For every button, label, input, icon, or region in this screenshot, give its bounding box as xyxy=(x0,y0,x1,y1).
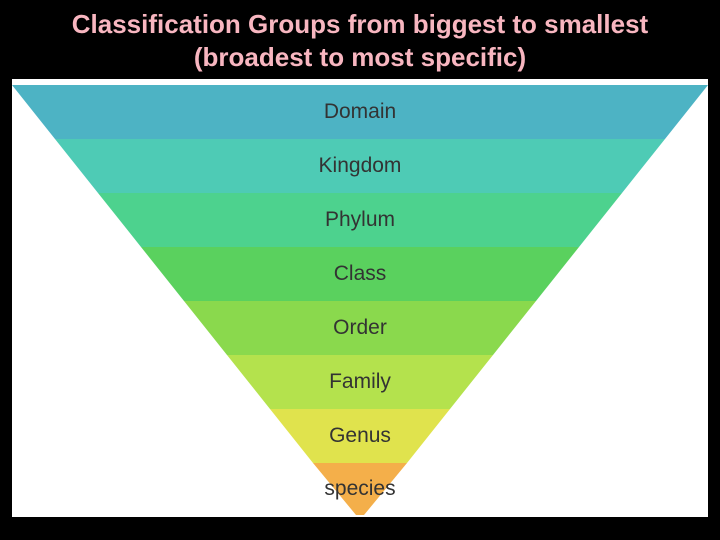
funnel-level-2: Phylum xyxy=(12,193,708,247)
title-line-1: Classification Groups from biggest to sm… xyxy=(0,8,720,41)
title-block: Classification Groups from biggest to sm… xyxy=(0,0,720,79)
funnel-label-2: Phylum xyxy=(12,208,708,232)
funnel-level-3: Class xyxy=(12,247,708,301)
funnel-level-6: Genus xyxy=(12,409,708,463)
funnel-level-5: Family xyxy=(12,355,708,409)
funnel-label-4: Order xyxy=(12,316,708,340)
funnel-container: Domain Kingdom Phylum Class Order Family Genus… xyxy=(12,79,708,517)
funnel-label-7: species xyxy=(12,477,708,501)
title-line-2: (broadest to most specific) xyxy=(0,41,720,74)
funnel-label-1: Kingdom xyxy=(12,154,708,178)
funnel-label-6: Genus xyxy=(12,424,708,448)
funnel-label-3: Class xyxy=(12,262,708,286)
funnel-level-7: species xyxy=(12,463,708,515)
funnel-level-4: Order xyxy=(12,301,708,355)
funnel-level-0: Domain xyxy=(12,85,708,139)
funnel-label-5: Family xyxy=(12,370,708,394)
funnel-label-0: Domain xyxy=(12,100,708,124)
funnel-diagram: Domain Kingdom Phylum Class Order Family Genus… xyxy=(12,79,708,517)
funnel-level-1: Kingdom xyxy=(12,139,708,193)
